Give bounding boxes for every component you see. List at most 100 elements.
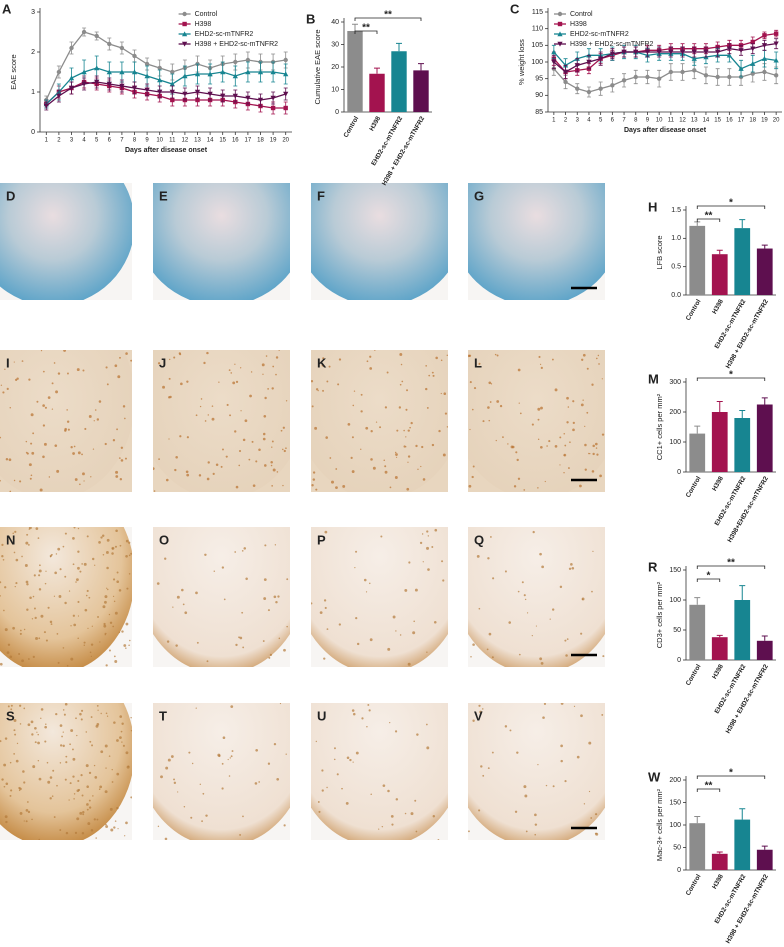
stain-dot xyxy=(507,443,509,445)
stain-dot xyxy=(442,579,445,582)
stain-dot xyxy=(537,487,539,489)
stain-dot xyxy=(264,464,267,467)
stain-dot xyxy=(531,423,534,426)
stain-dot xyxy=(488,381,492,385)
stain-dot xyxy=(80,718,83,721)
panel-label: U xyxy=(317,708,326,723)
stain-dot xyxy=(518,402,520,404)
error-bar xyxy=(418,63,424,71)
stain-dot xyxy=(56,633,59,635)
marker xyxy=(645,74,650,80)
marker xyxy=(68,85,75,91)
stain-dot xyxy=(31,618,34,620)
stain-dot xyxy=(125,647,127,649)
marker xyxy=(750,39,755,45)
stain-dot xyxy=(531,634,533,637)
stain-dot xyxy=(1,555,4,558)
stain-dot xyxy=(563,433,566,435)
stain-dot xyxy=(564,780,567,783)
marker xyxy=(679,49,686,55)
stain-dot xyxy=(268,656,271,659)
stain-dot xyxy=(285,400,288,402)
error-bar xyxy=(694,597,701,605)
stain-dot xyxy=(202,792,205,795)
stain-dot xyxy=(105,823,107,826)
panel-label: G xyxy=(474,188,484,203)
stain-dot xyxy=(62,647,65,649)
stain-dot xyxy=(479,710,482,714)
stain-dot xyxy=(48,476,51,478)
stain-dot xyxy=(564,444,567,447)
stain-dot xyxy=(83,562,87,566)
marker xyxy=(270,105,276,111)
stain-dot xyxy=(537,407,541,411)
panel-label: F xyxy=(317,188,325,203)
stain-dot xyxy=(45,570,47,572)
stain-dot xyxy=(12,532,14,535)
stain-dot xyxy=(592,550,594,552)
stain-dot xyxy=(35,637,38,640)
stain-dot xyxy=(230,755,233,758)
x-tick-label: 11 xyxy=(668,118,675,124)
marker xyxy=(245,95,251,101)
stain-dot xyxy=(121,722,124,726)
marker xyxy=(727,74,732,80)
stain-dot xyxy=(74,478,78,481)
stain-dot xyxy=(84,427,87,430)
stain-dot xyxy=(15,558,19,562)
stain-dot xyxy=(51,408,54,410)
stain-dot xyxy=(370,430,373,433)
stain-dot xyxy=(381,825,384,828)
stain-dot xyxy=(91,744,94,747)
stain-dot xyxy=(523,594,526,597)
marker xyxy=(692,68,697,73)
stain-dot xyxy=(105,366,108,369)
stain-dot xyxy=(116,806,119,810)
stain-dot xyxy=(1,778,4,781)
stain-dot xyxy=(545,784,548,787)
y-axis-label: Mac-3+ cells per mm² xyxy=(655,788,664,861)
stain-dot xyxy=(75,581,77,583)
stain-dot xyxy=(596,453,599,456)
stain-dot xyxy=(79,570,82,573)
stain-dot xyxy=(560,744,563,748)
stain-dot xyxy=(86,535,89,538)
tissue-section xyxy=(311,350,448,492)
stain-dot xyxy=(13,361,15,363)
y-tick-label: 1.5 xyxy=(671,207,681,214)
stain-dot xyxy=(537,763,539,766)
stain-dot xyxy=(62,744,65,748)
stain-dot xyxy=(314,426,318,430)
stain-dot xyxy=(285,447,287,450)
marker xyxy=(668,69,674,75)
marker xyxy=(773,31,779,36)
stain-dot xyxy=(25,451,28,454)
stain-dot xyxy=(200,398,203,400)
stain-dot xyxy=(426,746,430,750)
stain-dot xyxy=(42,370,45,373)
stain-dot xyxy=(583,803,586,805)
stain-dot xyxy=(168,438,170,440)
stain-dot xyxy=(93,764,96,767)
stain-dot xyxy=(242,646,245,649)
stain-dot xyxy=(220,465,223,468)
stain-dot xyxy=(568,567,572,570)
micrograph: S xyxy=(0,703,132,840)
x-tick-label: 13 xyxy=(194,138,201,144)
stain-dot xyxy=(13,718,17,722)
stain-dot xyxy=(597,354,600,357)
stain-dot xyxy=(173,356,176,359)
stain-dot xyxy=(199,405,202,408)
x-tick-label: 10 xyxy=(156,138,163,144)
stain-dot xyxy=(74,831,78,834)
stain-dot xyxy=(410,812,414,816)
stain-dot xyxy=(258,448,261,452)
stain-dot xyxy=(207,461,210,464)
stain-dot xyxy=(114,611,118,615)
stain-dot xyxy=(599,474,602,478)
stain-dot xyxy=(379,426,382,429)
stain-dot xyxy=(372,466,376,470)
stain-dot xyxy=(1,543,4,547)
stain-dot xyxy=(552,608,555,611)
tissue-section xyxy=(153,183,290,300)
